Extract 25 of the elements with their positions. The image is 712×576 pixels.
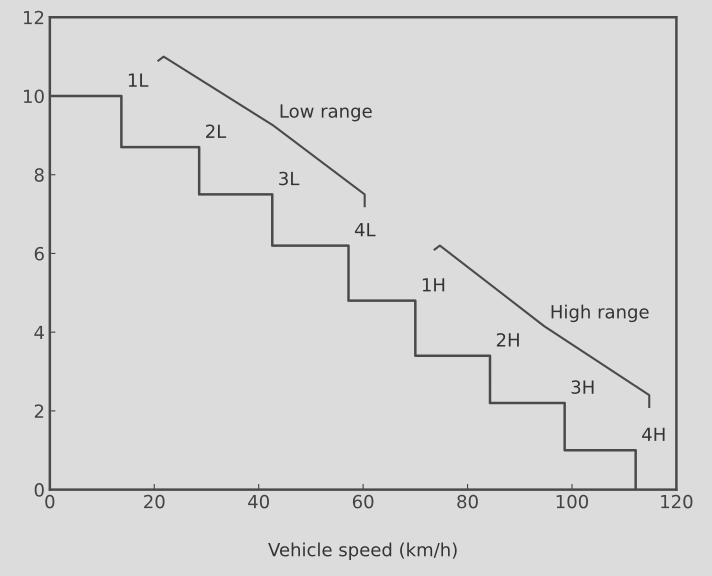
annotation: 2H: [496, 333, 519, 346]
x-tick-label: 40: [248, 494, 269, 508]
x-axis-title: Vehicle speed (km/h): [268, 542, 457, 560]
y-tick-label: 0: [34, 483, 44, 497]
y-tick-label: 2: [34, 404, 44, 418]
annotation: 2L: [206, 124, 226, 138]
annotation: 3H: [572, 380, 594, 394]
annotation: 3L: [279, 172, 300, 186]
series-label: High range: [552, 304, 649, 322]
x-tick-label: 0: [45, 494, 54, 508]
x-tick-label: 20: [144, 494, 165, 508]
x-tick-label: 120: [661, 494, 692, 508]
y-tick-label: 4: [34, 326, 44, 340]
annotation: 4H: [642, 428, 665, 441]
annotation: 1H: [422, 278, 444, 292]
y-tick-label: 6: [34, 246, 44, 261]
annotation: 4L: [354, 223, 376, 236]
x-tick-label: 60: [352, 494, 374, 508]
x-tick-label: 100: [556, 494, 588, 508]
y-tick-label: 12: [24, 10, 44, 24]
y-tick-label: 8: [34, 168, 44, 182]
annotation: 1L: [128, 74, 148, 87]
series-label: Low range: [280, 104, 372, 122]
x-tick-label: 80: [457, 494, 478, 508]
y-tick-label: 10: [24, 89, 44, 104]
